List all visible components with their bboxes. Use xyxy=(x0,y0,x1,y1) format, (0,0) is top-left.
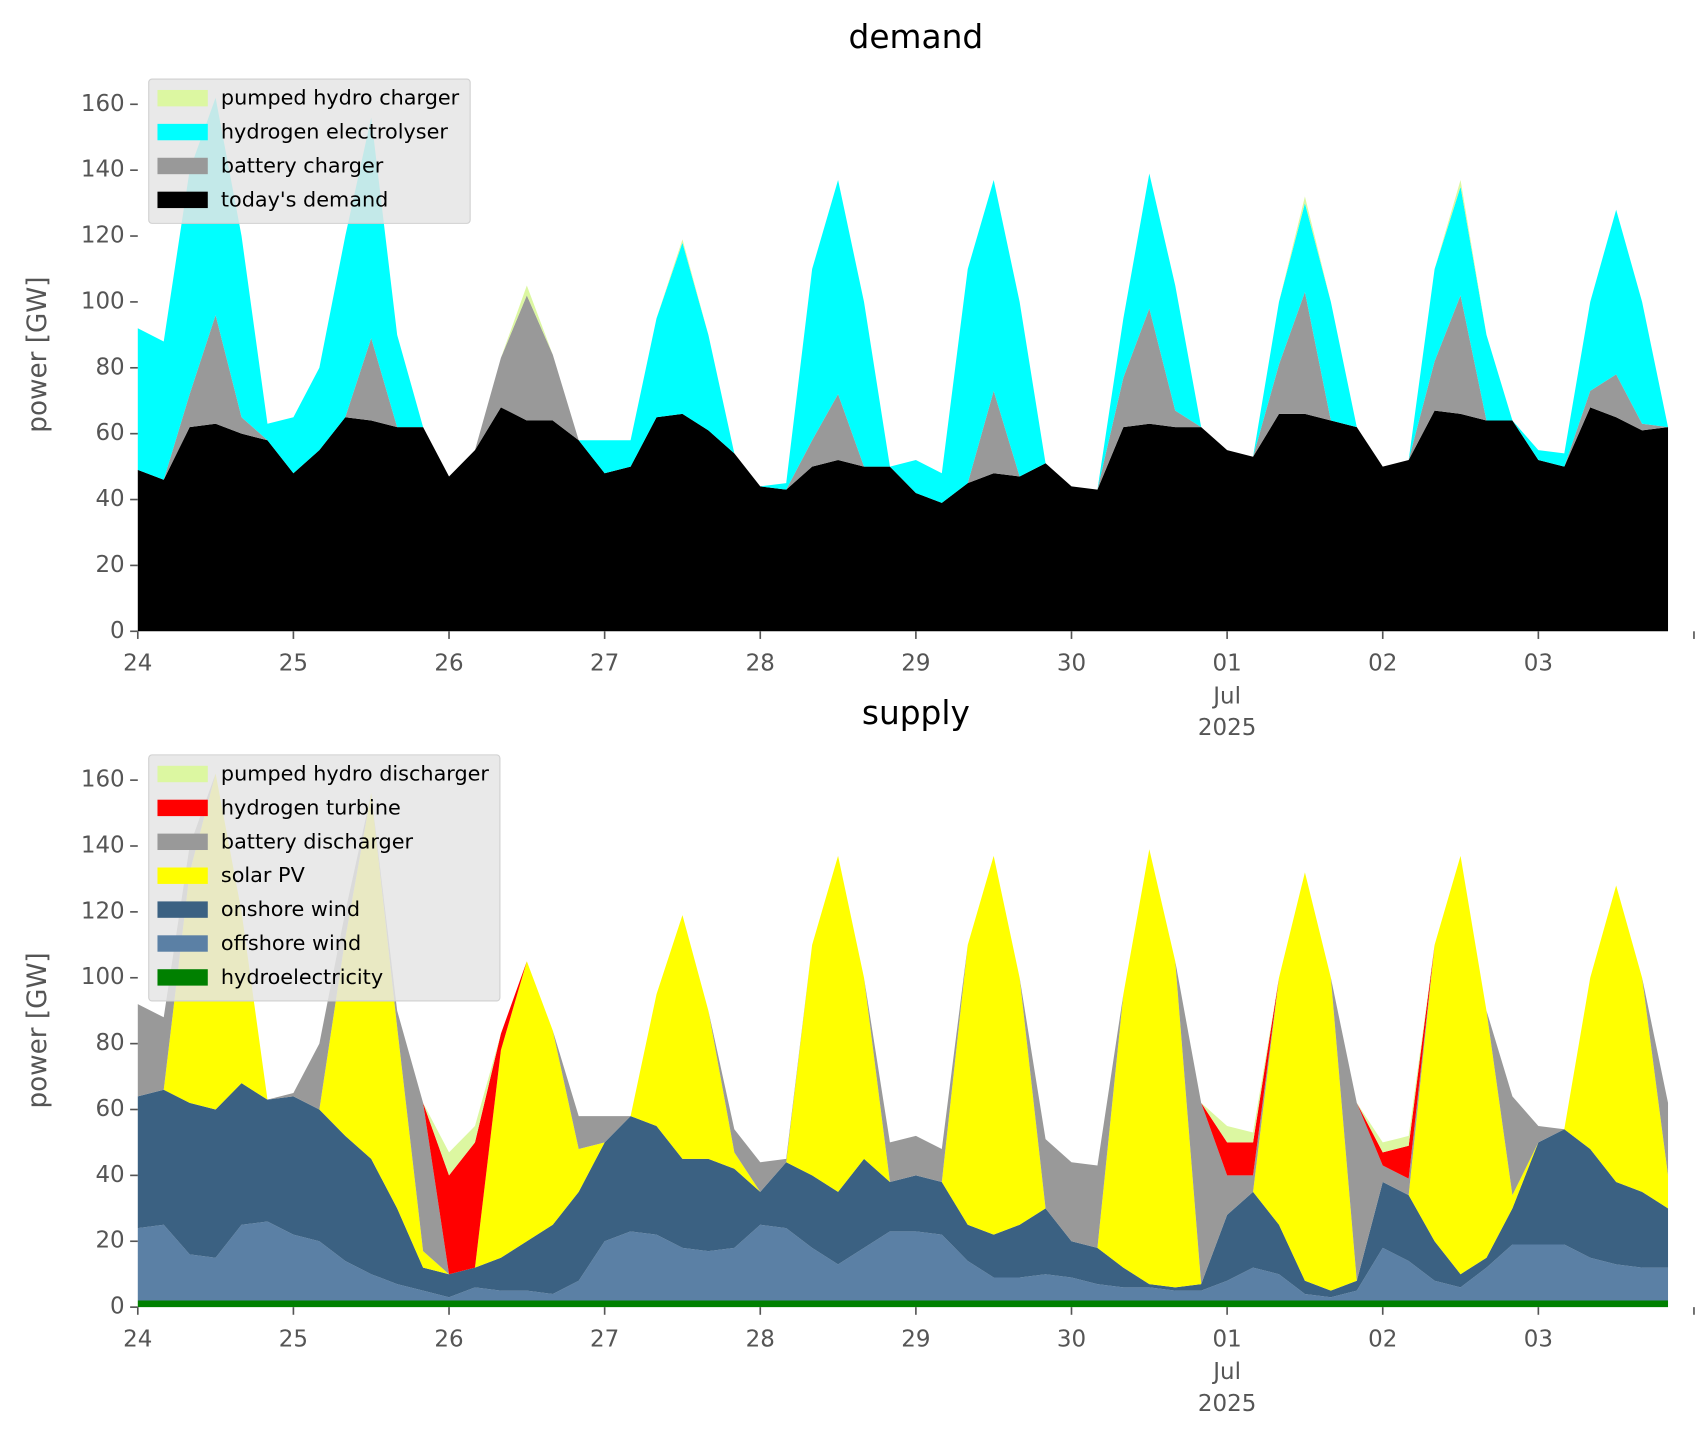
legend-label: offshore wind xyxy=(221,931,361,955)
x-tick-label: 25 xyxy=(279,1326,308,1352)
y-tick-label: 100 xyxy=(81,964,125,990)
x-month-label: Jul xyxy=(1211,683,1241,709)
legend-label: onshore wind xyxy=(221,897,360,921)
legend-label: pumped hydro discharger xyxy=(221,762,490,786)
x-tick-label: 28 xyxy=(746,651,775,677)
x-tick-label: 01 xyxy=(1213,1326,1242,1352)
x-tick-label: 03 xyxy=(1524,651,1553,677)
legend-swatch xyxy=(157,157,208,175)
x-tick-label: 03 xyxy=(1524,1326,1553,1352)
legend-label: pumped hydro charger xyxy=(221,86,460,110)
x-tick-label: 27 xyxy=(590,1326,619,1352)
y-tick-label: 160 xyxy=(81,767,125,793)
y-tick-label: 0 xyxy=(110,1294,125,1320)
legend-label: solar PV xyxy=(221,863,306,887)
y-tick-label: 60 xyxy=(95,1096,124,1122)
x-tick-label: 29 xyxy=(901,651,930,677)
legend-label: battery discharger xyxy=(221,829,414,853)
legend-swatch xyxy=(157,969,208,986)
legend-swatch xyxy=(157,935,208,952)
chart-title: demand xyxy=(849,18,984,56)
y-tick-label: 0 xyxy=(110,618,125,644)
legend-label: hydrogen electrolyser xyxy=(221,120,448,144)
area xyxy=(137,773,1669,1291)
y-tick-label: 20 xyxy=(95,552,124,578)
area xyxy=(137,407,1669,632)
x-year-label: 2025 xyxy=(1198,715,1256,741)
y-axis-label: power [GW] xyxy=(23,277,53,433)
x-year-label: 2025 xyxy=(1198,1391,1256,1417)
y-tick-label: 40 xyxy=(95,1162,124,1188)
legend-swatch xyxy=(157,191,208,209)
legend-label: hydroelectricity xyxy=(221,965,383,989)
y-tick-label: 160 xyxy=(81,91,125,117)
area xyxy=(137,1083,1669,1298)
area xyxy=(137,1300,1669,1308)
legend: pumped hydro charger hydrogen electrolyse… xyxy=(148,78,471,224)
x-tick-label: 02 xyxy=(1368,651,1397,677)
legend-box xyxy=(148,754,501,1002)
x-tick-label: 29 xyxy=(901,1326,930,1352)
legend: pumped hydro discharger hydrogen turbine b… xyxy=(148,754,501,1002)
y-axis-label: power [GW] xyxy=(23,952,53,1108)
y-tick-label: 80 xyxy=(95,354,124,380)
x-tick-label: 27 xyxy=(590,651,619,677)
x-tick-label: 26 xyxy=(434,651,463,677)
area xyxy=(137,292,1669,503)
x-month-label: Jul xyxy=(1211,1359,1241,1385)
y-tick-label: 140 xyxy=(81,157,125,183)
x-tick-label: 01 xyxy=(1213,651,1242,677)
y-tick-label: 120 xyxy=(81,898,125,924)
legend-label: battery charger xyxy=(221,154,384,178)
y-tick-label: 120 xyxy=(81,223,125,249)
legend-swatch xyxy=(157,89,208,107)
y-tick-label: 140 xyxy=(81,833,125,859)
legend-swatch xyxy=(157,867,208,884)
y-tick-label: 40 xyxy=(95,486,124,512)
x-tick-label: 25 xyxy=(279,651,308,677)
legend-swatch xyxy=(157,833,208,851)
legend-label: hydrogen turbine xyxy=(221,795,401,819)
x-tick-label: 30 xyxy=(1057,651,1086,677)
x-tick-label: 28 xyxy=(746,1326,775,1352)
legend-label: today's demand xyxy=(221,187,388,211)
chart-title: supply xyxy=(862,694,970,732)
area xyxy=(137,1221,1669,1301)
legend-swatch xyxy=(157,765,208,783)
y-tick-label: 100 xyxy=(81,288,125,314)
legend-swatch xyxy=(157,123,208,141)
legend-swatch xyxy=(157,901,208,918)
legend-swatch xyxy=(157,799,208,817)
x-tick-label: 26 xyxy=(434,1326,463,1352)
x-tick-label: 02 xyxy=(1368,1326,1397,1352)
area xyxy=(137,97,1669,503)
x-tick-label: 24 xyxy=(123,651,152,677)
y-tick-label: 80 xyxy=(95,1030,124,1056)
x-tick-label: 24 xyxy=(123,1326,152,1352)
x-tick-label: 30 xyxy=(1057,1326,1086,1352)
y-tick-label: 60 xyxy=(95,420,124,446)
y-tick-label: 20 xyxy=(95,1228,124,1254)
legend-box xyxy=(148,78,471,224)
